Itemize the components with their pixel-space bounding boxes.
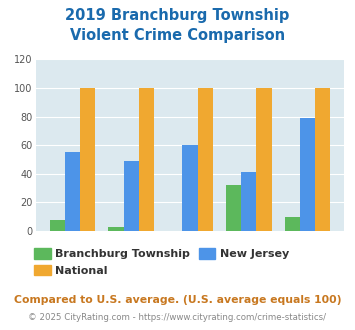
Legend: Branchburg Township, National, New Jersey: Branchburg Township, National, New Jerse…: [34, 248, 289, 276]
Bar: [80, 88, 95, 231]
Text: Violent Crime Comparison: Violent Crime Comparison: [70, 28, 285, 43]
Bar: [50, 219, 65, 231]
Bar: [315, 88, 330, 231]
Bar: [65, 152, 80, 231]
Bar: [108, 227, 124, 231]
Bar: [241, 172, 256, 231]
Bar: [124, 161, 139, 231]
Text: Compared to U.S. average. (U.S. average equals 100): Compared to U.S. average. (U.S. average …: [14, 295, 341, 305]
Bar: [256, 88, 272, 231]
Bar: [197, 88, 213, 231]
Bar: [139, 88, 154, 231]
Bar: [226, 185, 241, 231]
Bar: [182, 145, 197, 231]
Bar: [300, 118, 315, 231]
Text: © 2025 CityRating.com - https://www.cityrating.com/crime-statistics/: © 2025 CityRating.com - https://www.city…: [28, 313, 327, 322]
Bar: [285, 217, 300, 231]
Text: 2019 Branchburg Township: 2019 Branchburg Township: [65, 8, 290, 23]
